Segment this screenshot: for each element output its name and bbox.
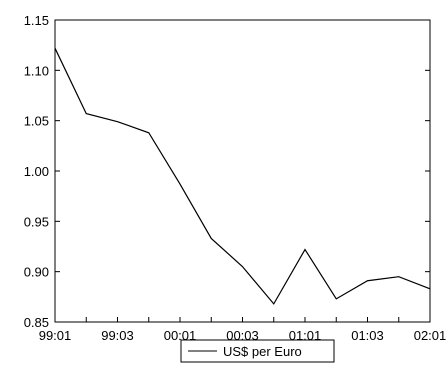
y-tick-label: 1.10 — [24, 63, 49, 78]
legend-label: US$ per Euro — [223, 344, 302, 359]
x-tick-label: 99:03 — [101, 328, 134, 343]
x-tick-label: 01:03 — [351, 328, 384, 343]
x-tick-label: 02:01 — [414, 328, 446, 343]
x-tick-label: 01:01 — [289, 328, 322, 343]
x-tick-label: 99:01 — [39, 328, 72, 343]
y-tick-label: 1.00 — [24, 164, 49, 179]
y-tick-label: 0.85 — [24, 315, 49, 330]
y-tick-label: 0.90 — [24, 265, 49, 280]
series-line — [54, 47, 431, 305]
legend-box — [180, 339, 335, 363]
y-tick-label: 1.05 — [24, 114, 49, 129]
y-tick-label: 0.95 — [24, 214, 49, 229]
legend: US$ per Euro — [180, 339, 335, 363]
plot-area: 0.85 0.90 0.95 1.00 1.05 1.10 1.15 99:01 99:03 00… — [24, 13, 446, 343]
y-tick-label: 1.15 — [24, 13, 49, 28]
x-tick-label: 00:01 — [164, 328, 197, 343]
x-tick-label: 00:03 — [226, 328, 259, 343]
